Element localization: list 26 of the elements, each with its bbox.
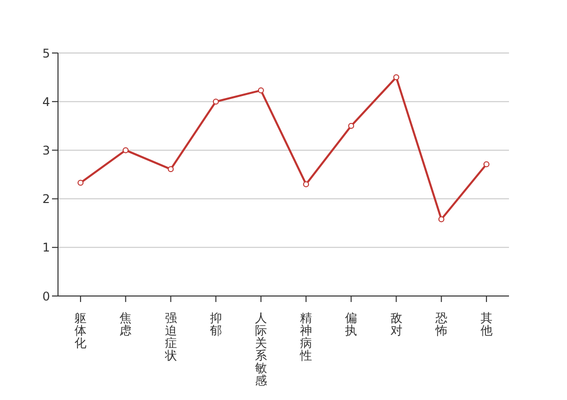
point	[258, 87, 264, 94]
x-tick-label: 强迫症状	[164, 311, 177, 362]
x-tick-label: 敌对	[390, 311, 402, 338]
y-tick-label: 3	[42, 143, 50, 158]
y-tick-label: 2	[42, 192, 50, 206]
point	[78, 180, 84, 186]
y-tick-label: 4	[42, 94, 50, 109]
x-tick-label: 抑郁	[210, 311, 222, 338]
x-tick-label: 躯体化	[74, 311, 87, 350]
x-tick-label: 恐怖	[434, 311, 448, 338]
point	[122, 147, 129, 154]
point	[483, 161, 490, 168]
x-tick-label: 焦虑	[120, 311, 132, 338]
point	[303, 181, 310, 188]
x-tick-label: 精神病性	[299, 311, 312, 362]
y-tick-label: 0	[42, 289, 50, 304]
point	[168, 166, 174, 172]
point	[393, 74, 400, 80]
point	[348, 122, 354, 129]
y-tick-label: 5	[42, 46, 50, 60]
x-tick-label: 其他	[480, 311, 492, 338]
x-tick-label: 偏执	[345, 311, 358, 338]
x-tick-label: 人际关系敏感	[254, 311, 267, 388]
point	[212, 98, 219, 105]
point	[438, 216, 444, 222]
y-tick-label: 1	[42, 240, 50, 255]
